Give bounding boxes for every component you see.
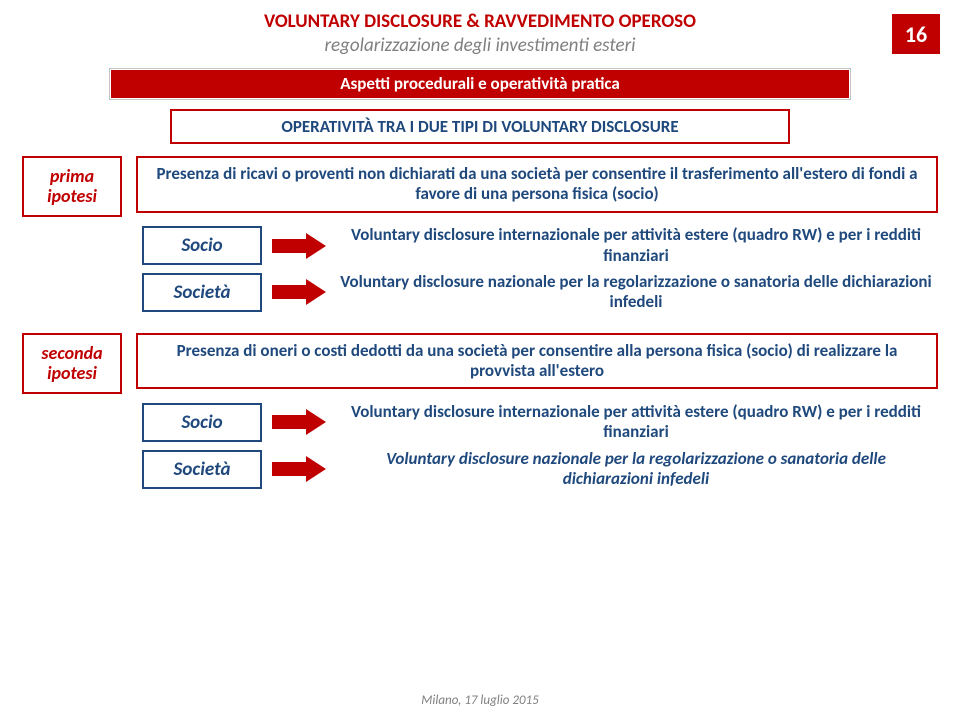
role-outcome-row: Socio Voluntary disclosure internazional… <box>142 402 938 443</box>
page-number-badge: 16 <box>892 14 940 54</box>
hypothesis-label: prima ipotesi <box>22 156 122 217</box>
arrow-icon <box>272 409 326 435</box>
hypothesis-description: Presenza di ricavi o proventi non dichia… <box>136 156 938 213</box>
hypothesis-label: seconda ipotesi <box>22 333 122 394</box>
outcome-text: Voluntary disclosure nazionale per la re… <box>334 272 938 313</box>
role-box: Socio <box>142 403 262 442</box>
hypothesis-row: prima ipotesi Presenza di ricavi o prove… <box>22 156 938 217</box>
slide-header: VOLUNTARY DISCLOSURE & RAVVEDIMENTO OPER… <box>0 0 960 63</box>
arrow-icon <box>272 456 326 482</box>
section-bar: Aspetti procedurali e operatività pratic… <box>110 69 850 99</box>
operation-title: OPERATIVITÀ TRA I DUE TIPI DI VOLUNTARY … <box>170 109 790 144</box>
header-subtitle: regolarizzazione degli investimenti este… <box>0 34 960 57</box>
hypothesis-description: Presenza di oneri o costi dedotti da una… <box>136 333 938 390</box>
outcome-text: Voluntary disclosure internazionale per … <box>334 402 938 443</box>
role-box: Socio <box>142 226 262 265</box>
outcome-text: Voluntary disclosure nazionale per la re… <box>334 449 938 490</box>
hypothesis-row: seconda ipotesi Presenza di oneri o cost… <box>22 333 938 394</box>
arrow-icon <box>272 279 326 305</box>
arrow-icon <box>272 233 326 259</box>
role-outcome-row: Socio Voluntary disclosure internazional… <box>142 225 938 266</box>
outcome-text: Voluntary disclosure internazionale per … <box>334 225 938 266</box>
header-title: VOLUNTARY DISCLOSURE & RAVVEDIMENTO OPER… <box>0 10 960 34</box>
role-outcome-row: Società Voluntary disclosure nazionale p… <box>142 449 938 490</box>
role-box: Società <box>142 450 262 489</box>
content-area: prima ipotesi Presenza di ricavi o prove… <box>0 156 960 490</box>
footer-text: Milano, 17 luglio 2015 <box>0 693 960 708</box>
role-outcome-row: Società Voluntary disclosure nazionale p… <box>142 272 938 313</box>
role-box: Società <box>142 273 262 312</box>
